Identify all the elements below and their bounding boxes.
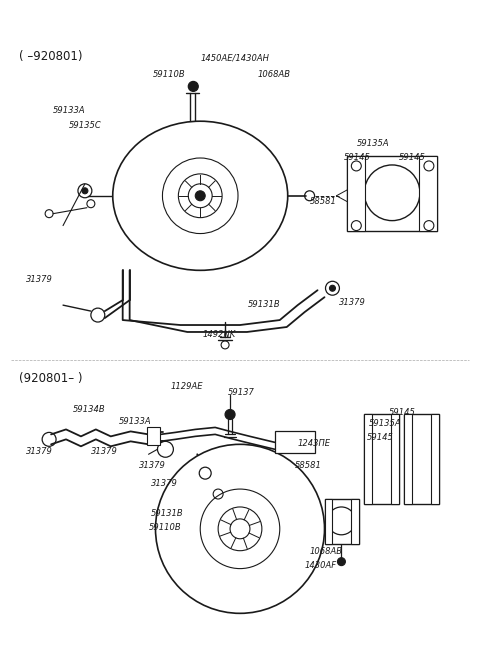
- Circle shape: [188, 81, 198, 91]
- Text: 31379: 31379: [91, 447, 118, 457]
- Circle shape: [225, 409, 235, 419]
- Circle shape: [337, 558, 346, 566]
- Text: 59145: 59145: [389, 407, 416, 417]
- Text: 1243ΠΕ: 1243ΠΕ: [298, 440, 331, 448]
- Circle shape: [192, 84, 195, 89]
- Bar: [391, 415, 399, 504]
- Text: 58581: 58581: [310, 196, 336, 206]
- Bar: [324, 499, 333, 544]
- Text: 1430AF: 1430AF: [305, 560, 337, 570]
- Circle shape: [82, 188, 88, 194]
- Bar: [364, 415, 399, 504]
- Text: 59110B: 59110B: [148, 523, 181, 532]
- Text: 59133A: 59133A: [119, 417, 151, 426]
- Text: ( –920801): ( –920801): [19, 50, 83, 62]
- Text: 1492NK: 1492NK: [202, 330, 236, 339]
- Text: 1450AE/1430AH: 1450AE/1430AH: [200, 54, 269, 62]
- Text: 59135A: 59135A: [357, 139, 390, 148]
- Text: (920801– ): (920801– ): [19, 372, 83, 385]
- Bar: [364, 415, 372, 504]
- Bar: [404, 415, 412, 504]
- Circle shape: [156, 444, 324, 614]
- Text: 59145: 59145: [367, 434, 394, 442]
- Text: 1129AE: 1129AE: [170, 382, 203, 391]
- Bar: [431, 415, 439, 504]
- Bar: [275, 432, 314, 453]
- Text: 59145: 59145: [399, 153, 426, 162]
- Text: 31379: 31379: [339, 298, 366, 307]
- Text: 31379: 31379: [139, 461, 166, 470]
- Text: 59135A: 59135A: [369, 419, 402, 428]
- Text: 59145: 59145: [343, 153, 370, 162]
- Text: 59131B: 59131B: [151, 509, 183, 518]
- Text: 59137: 59137: [228, 388, 255, 397]
- Bar: [348, 156, 437, 231]
- Bar: [324, 499, 360, 544]
- Text: 59131B: 59131B: [248, 300, 281, 309]
- Circle shape: [195, 191, 205, 201]
- Text: 31379: 31379: [26, 447, 53, 457]
- Text: 59134B: 59134B: [73, 405, 106, 413]
- Text: 31379: 31379: [151, 479, 178, 488]
- Text: 59110B: 59110B: [153, 70, 185, 78]
- Bar: [348, 156, 365, 231]
- Ellipse shape: [113, 121, 288, 270]
- Bar: [351, 499, 360, 544]
- Bar: [146, 428, 160, 445]
- Text: 59133A: 59133A: [53, 106, 86, 115]
- Text: 1068AB: 1068AB: [258, 70, 291, 78]
- Text: 1068AB: 1068AB: [310, 547, 343, 556]
- Text: 59135C: 59135C: [69, 121, 102, 130]
- Text: 31379: 31379: [26, 275, 53, 284]
- Text: 58581: 58581: [295, 461, 322, 470]
- Circle shape: [329, 285, 336, 291]
- Bar: [404, 415, 439, 504]
- Circle shape: [228, 413, 232, 417]
- Bar: [419, 156, 437, 231]
